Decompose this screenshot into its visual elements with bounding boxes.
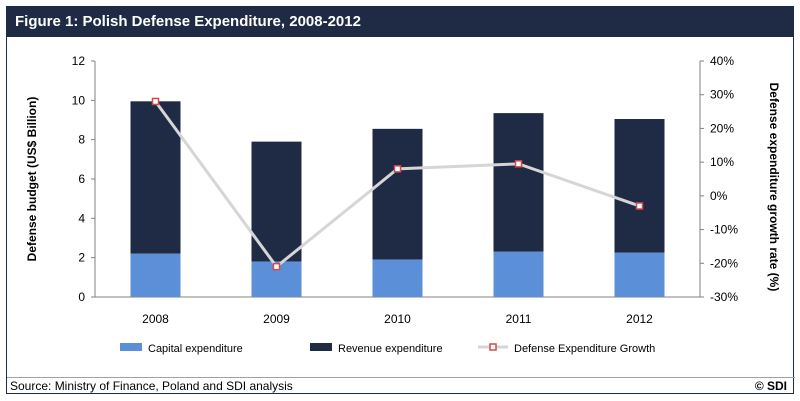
y2-tick-label: 20%: [710, 121, 734, 135]
legend-revenue-label: Revenue expenditure: [338, 343, 443, 355]
legend-growth-marker: [489, 343, 497, 351]
source-footer: Source: Ministry of Finance, Poland and …: [7, 377, 795, 394]
x-tick-label: 2008: [142, 312, 169, 326]
legend-capital-swatch: [120, 343, 142, 351]
growth-marker: [514, 160, 523, 168]
y-tick-label: 12: [72, 54, 86, 68]
y2-axis-title: Defense expenditure growth rate (%): [767, 83, 781, 292]
legend-capital-label: Capital expenditure: [148, 343, 243, 355]
x-tick-label: 2009: [263, 312, 290, 326]
source-note: Source: Ministry of Finance, Poland and …: [10, 379, 293, 393]
chart-title: Figure 1: Polish Defense Expenditure, 20…: [7, 7, 793, 37]
capital-bar: [493, 251, 544, 297]
y-tick-label: 0: [78, 290, 85, 304]
growth-marker: [151, 97, 160, 106]
x-tick-label: 2011: [506, 312, 532, 326]
legend-revenue-swatch: [310, 343, 332, 351]
y2-tick-label: 30%: [710, 88, 734, 102]
y-tick-label: 6: [78, 172, 85, 186]
y2-tick-label: 10%: [710, 155, 734, 169]
y-tick-label: 8: [78, 133, 85, 147]
growth-marker: [393, 165, 402, 173]
x-tick-label: 2010: [384, 312, 411, 326]
capital-bar: [130, 253, 181, 297]
y-axis-title: Defense budget (US$ Billion): [25, 97, 39, 262]
y2-tick-label: -20%: [710, 256, 738, 270]
x-tick-label: 2012: [626, 312, 653, 326]
revenue-bar: [493, 113, 544, 252]
growth-marker: [272, 262, 281, 271]
y-tick-label: 2: [78, 251, 85, 265]
y2-tick-label: 0%: [710, 189, 728, 203]
y2-tick-label: 40%: [710, 54, 734, 68]
y2-tick-label: -10%: [710, 223, 738, 237]
revenue-bar: [372, 128, 423, 260]
y-tick-label: 10: [72, 93, 86, 107]
revenue-bar: [614, 119, 665, 253]
copyright-mark: © SDI: [754, 379, 787, 393]
y2-tick-label: -30%: [710, 290, 738, 304]
capital-bar: [614, 252, 665, 297]
growth-marker: [635, 202, 644, 210]
legend-growth-label: Defense Expenditure Growth: [514, 343, 655, 355]
y-tick-label: 4: [78, 211, 85, 225]
capital-bar: [372, 259, 423, 297]
